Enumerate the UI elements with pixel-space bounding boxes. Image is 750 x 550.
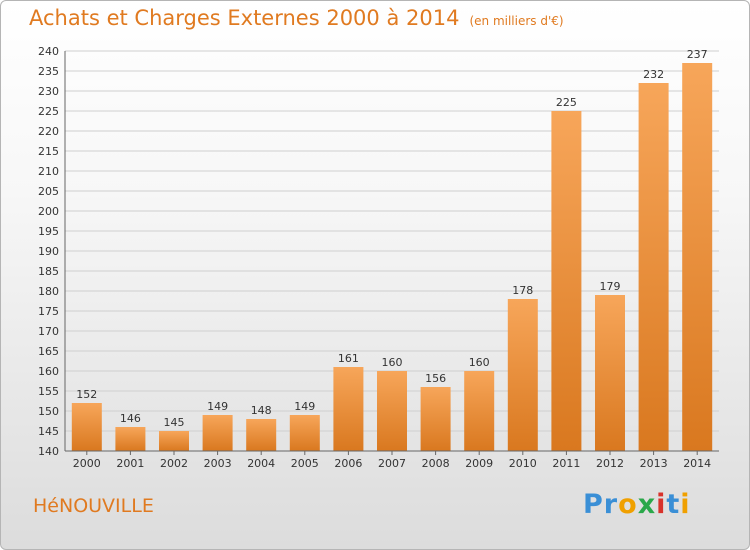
x-tick-label: 2009 [465,457,493,470]
bar [595,295,625,451]
y-tick-label: 155 [38,385,59,398]
data-label: 160 [469,356,490,369]
y-tick-label: 185 [38,265,59,278]
y-tick-label: 240 [38,45,59,58]
data-label: 237 [687,48,708,61]
y-tick-label: 205 [38,185,59,198]
chart-title: Achats et Charges Externes 2000 à 2014 (e… [29,6,564,30]
y-tick-label: 140 [38,445,59,458]
data-label: 178 [512,284,533,297]
chart-subtitle: (en milliers d'€) [469,14,564,28]
x-tick-label: 2010 [509,457,537,470]
bar [507,299,538,451]
bar [682,63,713,451]
logo-letter: r [603,489,619,520]
y-tick-label: 230 [38,85,59,98]
data-label: 148 [251,404,272,417]
y-tick-label: 180 [38,285,59,298]
logo-letter: i [656,489,667,520]
bar [289,415,320,451]
logo-letter: P [583,489,604,520]
y-tick-label: 195 [38,225,59,238]
proxiti-logo: Proxiti [583,489,691,520]
x-tick-label: 2007 [378,457,406,470]
data-label: 160 [382,356,403,369]
bar [551,111,582,451]
x-tick-label: 2008 [422,457,450,470]
data-label: 149 [294,400,315,413]
x-tick-label: 2000 [73,457,101,470]
data-label: 145 [164,416,185,429]
x-tick-label: 2013 [640,457,668,470]
y-tick-label: 235 [38,65,59,78]
bar [377,371,407,451]
data-label: 161 [338,352,359,365]
bar [464,371,495,451]
data-label: 225 [556,96,577,109]
y-tick-label: 210 [38,165,59,178]
y-tick-label: 160 [38,365,59,378]
data-label: 149 [207,400,228,413]
bar [202,415,233,451]
x-tick-label: 2003 [204,457,232,470]
y-tick-label: 175 [38,305,59,318]
commune-name: HéNOUVILLE [33,495,154,517]
x-tick-label: 2005 [291,457,319,470]
data-label: 156 [425,372,446,385]
x-tick-label: 2002 [160,457,188,470]
y-tick-label: 165 [38,345,59,358]
y-tick-label: 200 [38,205,59,218]
x-tick-label: 2011 [552,457,580,470]
bar [420,387,451,451]
y-tick-label: 170 [38,325,59,338]
logo-letter: x [637,489,657,520]
data-label: 152 [76,388,97,401]
y-tick-label: 190 [38,245,59,258]
x-tick-label: 2014 [683,457,711,470]
x-tick-label: 2004 [247,457,275,470]
logo-letter: t [666,489,681,520]
bar [638,83,669,451]
bar [71,403,102,451]
logo-letter: i [680,489,691,520]
data-label: 232 [643,68,664,81]
y-tick-label: 145 [38,425,59,438]
x-tick-label: 2012 [596,457,624,470]
bar [333,367,364,451]
y-tick-label: 220 [38,125,59,138]
bar [115,427,146,451]
y-tick-label: 215 [38,145,59,158]
logo-letter: o [618,489,638,520]
x-tick-label: 2001 [116,457,144,470]
bar [246,419,277,451]
data-label: 179 [600,280,621,293]
data-label: 146 [120,412,141,425]
x-tick-label: 2006 [334,457,362,470]
bar [159,431,189,451]
y-tick-label: 150 [38,405,59,418]
y-tick-label: 225 [38,105,59,118]
